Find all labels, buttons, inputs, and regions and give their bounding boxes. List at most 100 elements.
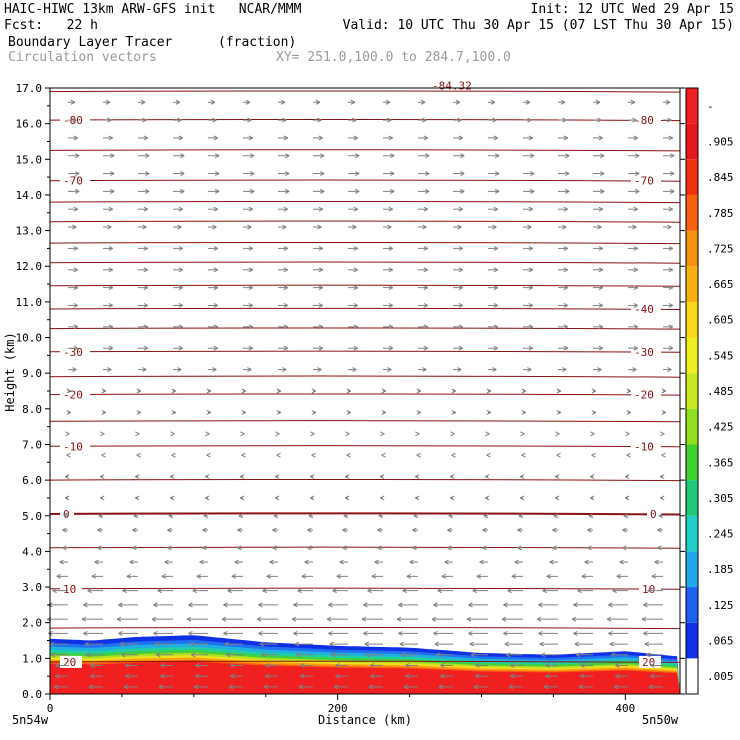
wind-vector-head-4-10 (399, 641, 405, 647)
wind-vector-head-11-3 (167, 545, 172, 551)
wind-vector-head-3-17 (645, 652, 651, 658)
wind-vector-head-28-16 (633, 206, 639, 212)
wind-vector-head-32-12 (493, 135, 499, 141)
wind-vector-head-2-15 (580, 663, 585, 668)
wind-vector-head-10-1 (94, 559, 99, 565)
wind-vector-head-5-17 (643, 630, 648, 636)
wind-vector-head-17-3 (170, 431, 175, 437)
wind-vector-head-17-14 (555, 431, 560, 437)
wind-vector-head-12-15 (587, 527, 592, 533)
wind-vector-head-26-9 (388, 245, 394, 251)
wind-vector-head-20-3 (177, 367, 182, 373)
wind-vector-head-34-0 (70, 99, 76, 105)
wind-vector-head-3-6 (260, 652, 266, 658)
wind-vector-head-7-7 (293, 602, 298, 608)
wind-vector-head-11-8 (342, 545, 347, 551)
wind-vector-head-7-11 (433, 602, 438, 608)
wind-vector-head-4-7 (294, 641, 300, 647)
wind-vector-head-7-1 (83, 602, 88, 608)
wind-vector-head-29-17 (669, 188, 675, 194)
wind-vector-head-14-6 (274, 495, 280, 501)
wind-vector-head-32-8 (353, 135, 359, 141)
wind-vector-head-12-3 (167, 527, 172, 533)
wind-vector-head-23-1 (108, 302, 114, 308)
colorbar-frame (685, 87, 699, 695)
wind-vector-head-12-10 (412, 527, 417, 533)
wind-vector-head-24-6 (283, 285, 289, 291)
wind-vector-head-33-3 (177, 117, 182, 123)
wind-vector-head-19-5 (241, 388, 247, 394)
wind-vector-head-2-9 (370, 663, 375, 668)
wind-vector-head-21-6 (283, 345, 289, 351)
wind-vector-head-23-16 (633, 302, 639, 308)
wind-vector-head-30-2 (144, 171, 150, 177)
wind-vector-head-30-1 (109, 171, 115, 177)
isotherm-label-left-7: -70 (63, 175, 83, 188)
wind-vector-head-18-6 (276, 409, 282, 415)
wind-vector-head-22-0 (73, 324, 79, 330)
wind-vector-head-33-2 (142, 117, 147, 123)
wind-vector-head-11-1 (97, 545, 102, 551)
wind-vector-head-31-16 (634, 153, 640, 159)
colorbar-label-8: .485 (707, 385, 734, 398)
wind-vector-head-0-7 (298, 684, 304, 690)
colorbar-label-16: - (707, 100, 714, 113)
wind-vector-head-26-4 (213, 245, 219, 251)
isotherm-label-bg-left-1 (60, 582, 82, 595)
wind-vector-head-0-3 (158, 684, 164, 690)
wind-vector-head-5-13 (503, 630, 508, 636)
wind-vector-head-15-1 (99, 474, 105, 480)
wind-vector-head-33-0 (72, 117, 77, 123)
wind-vector-head-13-8 (343, 513, 349, 519)
header-init-time: Init: 12 UTC Wed 29 Apr 15 (530, 2, 735, 17)
wind-vector-head-15-17 (659, 474, 665, 480)
wind-vector-head-21-2 (143, 345, 149, 351)
colorbar-label-9: .545 (707, 349, 734, 362)
wind-vector-head-25-11 (458, 267, 464, 273)
isotherm-label-right-5: -30 (634, 346, 654, 359)
isotherm-label-bg-right-6 (631, 303, 661, 316)
wind-vector-head-27-5 (247, 224, 252, 230)
wind-vector-head-2-1 (90, 663, 95, 668)
wind-vector-head-11-7 (307, 545, 312, 551)
wind-vector-head-31-7 (319, 153, 325, 159)
x-tick-label-1: 200 (328, 702, 348, 715)
wind-vector-head-1-8 (335, 673, 340, 679)
header-valid-time: Valid: 10 UTC Thu 30 Apr 15 (07 LST Thu … (342, 18, 734, 33)
wind-vector-head-8-17 (647, 588, 652, 594)
y-tick-label-8: 8.0 (22, 403, 42, 416)
wind-vector-head-21-9 (388, 345, 394, 351)
wind-vector-head-29-6 (284, 188, 290, 194)
wind-vector-head-21-16 (633, 345, 639, 351)
wind-vector-head-10-6 (269, 559, 274, 565)
isotherm-label-right-7: -70 (634, 175, 654, 188)
wind-vector-head-10-14 (549, 559, 554, 565)
wind-vector-head-8-10 (402, 588, 407, 594)
wind-vector-head-8-11 (437, 588, 442, 594)
wind-vector-head-7-17 (643, 602, 648, 608)
wind-vector-head-31-5 (249, 153, 255, 159)
wind-vector-head-13-0 (63, 513, 69, 519)
wind-vector-head-25-8 (353, 267, 359, 273)
wind-vector-head-21-15 (598, 345, 604, 351)
wind-vector-head-11-16 (622, 545, 627, 551)
wind-vector-head-2-5 (230, 663, 235, 668)
colorbar-label-7: .425 (707, 421, 734, 434)
wind-vector-head-20-0 (72, 367, 77, 373)
wind-vector-head-6-14 (536, 616, 542, 622)
wind-vector-head-10-0 (59, 559, 64, 565)
wind-vector-head-18-2 (136, 409, 142, 415)
wind-vector-head-15-13 (519, 474, 525, 480)
wind-vector-head-9-0 (56, 573, 62, 579)
wind-vector-head-32-7 (318, 135, 324, 141)
wind-vector-head-1-14 (545, 673, 550, 679)
isotherm-label-right-3: -10 (634, 440, 654, 453)
wind-vector-head-29-14 (564, 188, 570, 194)
wind-vector-head-34-16 (630, 99, 636, 105)
wind-vector-head-18-7 (311, 409, 317, 415)
wind-vector-head-12-13 (517, 527, 522, 533)
wind-vector-head-27-2 (142, 224, 147, 230)
wind-vector-head-4-11 (434, 641, 440, 647)
wind-vector-head-31-3 (179, 153, 185, 159)
wind-vector-head-29-5 (249, 188, 255, 194)
